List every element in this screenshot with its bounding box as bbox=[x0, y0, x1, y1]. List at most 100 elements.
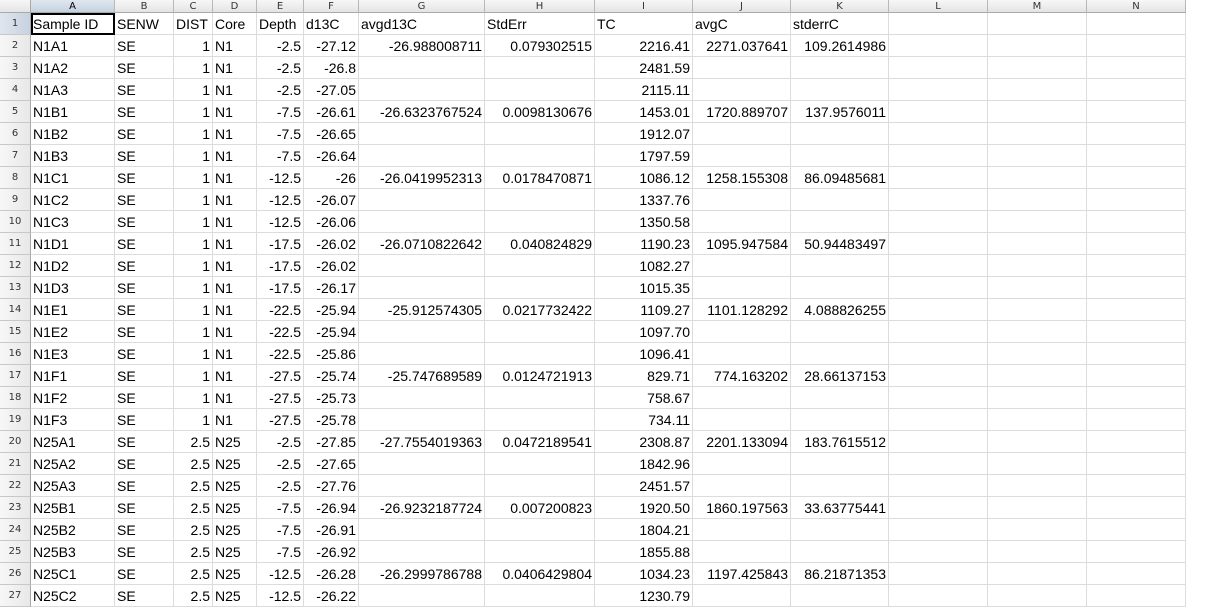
column-header-b[interactable]: B bbox=[115, 0, 174, 13]
cell-f18[interactable]: -25.73 bbox=[304, 387, 359, 409]
cell-l9[interactable] bbox=[889, 189, 988, 211]
cell-e24[interactable]: -7.5 bbox=[257, 519, 304, 541]
cell-a26[interactable]: N25C1 bbox=[31, 563, 115, 585]
cell-j12[interactable] bbox=[693, 255, 791, 277]
cell-f17[interactable]: -25.74 bbox=[304, 365, 359, 387]
cell-c7[interactable]: 1 bbox=[174, 145, 213, 167]
row-header-10[interactable]: 10 bbox=[0, 211, 31, 233]
cell-h24[interactable] bbox=[485, 519, 595, 541]
cell-c27[interactable]: 2.5 bbox=[174, 585, 213, 607]
cell-k12[interactable] bbox=[791, 255, 889, 277]
cell-f26[interactable]: -26.28 bbox=[304, 563, 359, 585]
cell-j21[interactable] bbox=[693, 453, 791, 475]
cell-b19[interactable]: SE bbox=[115, 409, 174, 431]
cell-b18[interactable]: SE bbox=[115, 387, 174, 409]
cell-e7[interactable]: -7.5 bbox=[257, 145, 304, 167]
cell-i4[interactable]: 2115.11 bbox=[595, 79, 693, 101]
column-header-d[interactable]: D bbox=[213, 0, 257, 13]
cell-g10[interactable] bbox=[359, 211, 485, 233]
cell-i7[interactable]: 1797.59 bbox=[595, 145, 693, 167]
cell-k5[interactable]: 137.9576011 bbox=[791, 101, 889, 123]
cell-a12[interactable]: N1D2 bbox=[31, 255, 115, 277]
cell-l12[interactable] bbox=[889, 255, 988, 277]
cell-b25[interactable]: SE bbox=[115, 541, 174, 563]
row-header-18[interactable]: 18 bbox=[0, 387, 31, 409]
cell-c17[interactable]: 1 bbox=[174, 365, 213, 387]
cell-a8[interactable]: N1C1 bbox=[31, 167, 115, 189]
cell-a10[interactable]: N1C3 bbox=[31, 211, 115, 233]
cell-l15[interactable] bbox=[889, 321, 988, 343]
cell-m24[interactable] bbox=[988, 519, 1087, 541]
cell-k21[interactable] bbox=[791, 453, 889, 475]
cell-l7[interactable] bbox=[889, 145, 988, 167]
cell-d24[interactable]: N25 bbox=[213, 519, 257, 541]
cell-k17[interactable]: 28.66137153 bbox=[791, 365, 889, 387]
cell-d13[interactable]: N1 bbox=[213, 277, 257, 299]
cell-e8[interactable]: -12.5 bbox=[257, 167, 304, 189]
column-header-j[interactable]: J bbox=[693, 0, 791, 13]
cell-n15[interactable] bbox=[1087, 321, 1186, 343]
cell-e6[interactable]: -7.5 bbox=[257, 123, 304, 145]
cell-k25[interactable] bbox=[791, 541, 889, 563]
cell-m4[interactable] bbox=[988, 79, 1087, 101]
cell-h22[interactable] bbox=[485, 475, 595, 497]
cell-b4[interactable]: SE bbox=[115, 79, 174, 101]
cell-j11[interactable]: 1095.947584 bbox=[693, 233, 791, 255]
cell-n16[interactable] bbox=[1087, 343, 1186, 365]
cell-f4[interactable]: -27.05 bbox=[304, 79, 359, 101]
cell-m13[interactable] bbox=[988, 277, 1087, 299]
cell-m27[interactable] bbox=[988, 585, 1087, 607]
cell-i22[interactable]: 2451.57 bbox=[595, 475, 693, 497]
cell-d2[interactable]: N1 bbox=[213, 35, 257, 57]
cell-m25[interactable] bbox=[988, 541, 1087, 563]
cell-f23[interactable]: -26.94 bbox=[304, 497, 359, 519]
cell-n19[interactable] bbox=[1087, 409, 1186, 431]
cell-j14[interactable]: 1101.128292 bbox=[693, 299, 791, 321]
cell-b12[interactable]: SE bbox=[115, 255, 174, 277]
cell-m19[interactable] bbox=[988, 409, 1087, 431]
cell-i6[interactable]: 1912.07 bbox=[595, 123, 693, 145]
cell-e5[interactable]: -7.5 bbox=[257, 101, 304, 123]
cell-d9[interactable]: N1 bbox=[213, 189, 257, 211]
cell-c21[interactable]: 2.5 bbox=[174, 453, 213, 475]
cell-h7[interactable] bbox=[485, 145, 595, 167]
cell-e21[interactable]: -2.5 bbox=[257, 453, 304, 475]
cell-b16[interactable]: SE bbox=[115, 343, 174, 365]
column-header-a[interactable]: A bbox=[31, 0, 115, 13]
cell-c2[interactable]: 1 bbox=[174, 35, 213, 57]
cell-m22[interactable] bbox=[988, 475, 1087, 497]
cell-h14[interactable]: 0.0217732422 bbox=[485, 299, 595, 321]
row-header-8[interactable]: 8 bbox=[0, 167, 31, 189]
cell-g11[interactable]: -26.0710822642 bbox=[359, 233, 485, 255]
cell-i11[interactable]: 1190.23 bbox=[595, 233, 693, 255]
column-header-g[interactable]: G bbox=[359, 0, 485, 13]
cell-g26[interactable]: -26.2999786788 bbox=[359, 563, 485, 585]
cell-l13[interactable] bbox=[889, 277, 988, 299]
cell-n23[interactable] bbox=[1087, 497, 1186, 519]
cell-f11[interactable]: -26.02 bbox=[304, 233, 359, 255]
cell-e22[interactable]: -2.5 bbox=[257, 475, 304, 497]
cell-j25[interactable] bbox=[693, 541, 791, 563]
cell-m10[interactable] bbox=[988, 211, 1087, 233]
cell-h27[interactable] bbox=[485, 585, 595, 607]
cell-d1[interactable]: Core bbox=[213, 13, 257, 35]
cell-c14[interactable]: 1 bbox=[174, 299, 213, 321]
cell-i8[interactable]: 1086.12 bbox=[595, 167, 693, 189]
cell-k16[interactable] bbox=[791, 343, 889, 365]
cell-j26[interactable]: 1197.425843 bbox=[693, 563, 791, 585]
cell-i20[interactable]: 2308.87 bbox=[595, 431, 693, 453]
cell-a15[interactable]: N1E2 bbox=[31, 321, 115, 343]
cell-n2[interactable] bbox=[1087, 35, 1186, 57]
cell-i9[interactable]: 1337.76 bbox=[595, 189, 693, 211]
cell-e1[interactable]: Depth bbox=[257, 13, 304, 35]
column-header-n[interactable]: N bbox=[1087, 0, 1186, 13]
cell-l26[interactable] bbox=[889, 563, 988, 585]
cell-h17[interactable]: 0.0124721913 bbox=[485, 365, 595, 387]
cell-m23[interactable] bbox=[988, 497, 1087, 519]
cell-a22[interactable]: N25A3 bbox=[31, 475, 115, 497]
cell-i3[interactable]: 2481.59 bbox=[595, 57, 693, 79]
cell-e18[interactable]: -27.5 bbox=[257, 387, 304, 409]
cell-j23[interactable]: 1860.197563 bbox=[693, 497, 791, 519]
cell-f19[interactable]: -25.78 bbox=[304, 409, 359, 431]
cell-d20[interactable]: N25 bbox=[213, 431, 257, 453]
